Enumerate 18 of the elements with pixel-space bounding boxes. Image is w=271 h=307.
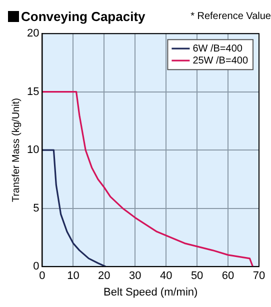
x-tick-label: 10 xyxy=(67,270,80,282)
y-tick-label: 15 xyxy=(26,86,40,98)
x-tick-label: 60 xyxy=(222,270,234,282)
x-tick-label: 40 xyxy=(160,270,172,282)
y-tick-label: 5 xyxy=(33,202,40,214)
x-tick-label: 20 xyxy=(98,270,110,282)
text: * Reference Value xyxy=(190,10,271,22)
x-tick-label: 30 xyxy=(129,270,142,282)
x-tick-label: 70 xyxy=(252,270,266,282)
x-axis-title: Belt Speed (m/min) xyxy=(104,286,198,298)
y-tick-label: 20 xyxy=(26,28,40,40)
chart-title: Conveying Capacity xyxy=(21,8,146,24)
legend-label: 6W /B=400 xyxy=(192,43,243,54)
y-tick-label: 10 xyxy=(26,144,40,156)
x-tick-label: 50 xyxy=(190,270,204,282)
y-tick-label: 0 xyxy=(33,260,40,273)
y-axis-title: Transfer Mass (kg/Unit) xyxy=(10,98,22,202)
legend-label: 25W /B=400 xyxy=(192,55,248,66)
